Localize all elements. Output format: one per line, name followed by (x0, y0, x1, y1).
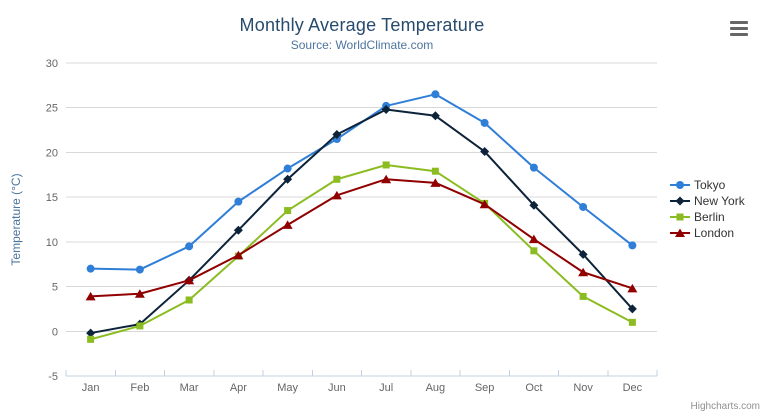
svg-text:Nov: Nov (573, 382, 593, 394)
svg-text:May: May (277, 382, 298, 394)
svg-text:30: 30 (46, 58, 58, 70)
legend-label: New York (694, 194, 745, 208)
svg-text:Sep: Sep (475, 382, 495, 394)
legend-marker-square-icon (670, 213, 690, 221)
legend-label: London (694, 226, 735, 240)
series-london (85, 174, 638, 301)
export-menu-button[interactable] (727, 18, 755, 42)
svg-text:Feb: Feb (130, 382, 149, 394)
svg-text:25: 25 (46, 103, 58, 115)
highcharts-credit-link[interactable]: Highcharts.com (690, 401, 760, 412)
legend-label: Tokyo (694, 178, 726, 192)
svg-text:20: 20 (46, 147, 58, 159)
svg-text:Dec: Dec (623, 382, 643, 394)
svg-text:Jan: Jan (82, 382, 100, 394)
chart-subtitle: Source: WorldClimate.com (290, 38, 434, 52)
series-new-york (86, 105, 637, 338)
legend-item-new-york[interactable]: New York (670, 193, 745, 209)
svg-text:15: 15 (46, 192, 58, 204)
svg-text:Aug: Aug (426, 382, 446, 394)
svg-text:Jul: Jul (379, 382, 393, 394)
svg-text:Mar: Mar (180, 382, 199, 394)
legend-marker-circle-icon (670, 181, 690, 189)
hamburger-icon (730, 21, 752, 36)
svg-text:Jun: Jun (328, 382, 346, 394)
svg-text:0: 0 (52, 326, 58, 338)
svg-text:-5: -5 (48, 371, 58, 383)
y-axis-title: Temperature (°C) (9, 173, 23, 265)
legend-marker-triangle-icon (670, 228, 690, 237)
legend-item-london[interactable]: London (670, 225, 745, 241)
svg-text:Oct: Oct (525, 382, 542, 394)
svg-text:Apr: Apr (230, 382, 247, 394)
legend-marker-diamond-icon (670, 196, 690, 206)
svg-text:5: 5 (52, 282, 58, 294)
legend-label: Berlin (694, 210, 725, 224)
svg-text:10: 10 (46, 237, 58, 249)
chart-title: Monthly Average Temperature (239, 15, 485, 35)
legend-item-berlin[interactable]: Berlin (670, 209, 745, 225)
legend: Tokyo New York Berlin London (670, 177, 745, 241)
legend-item-tokyo[interactable]: Tokyo (670, 177, 745, 193)
series-tokyo (86, 90, 637, 274)
